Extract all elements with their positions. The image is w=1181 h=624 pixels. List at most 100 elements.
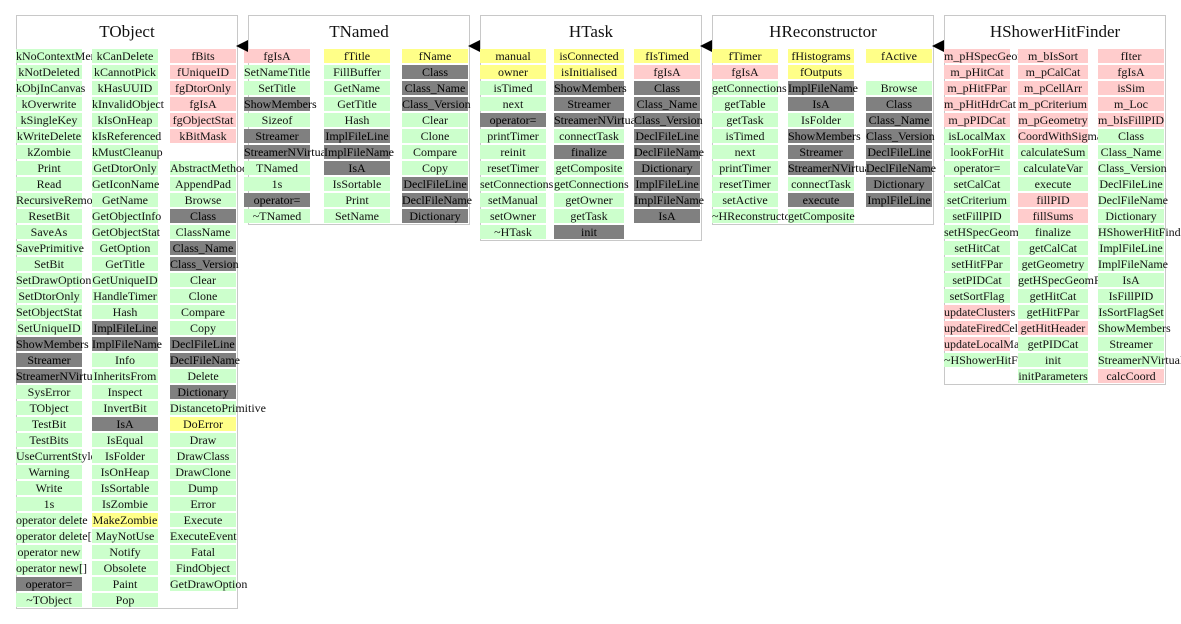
member-cell: fOutputs xyxy=(788,65,854,79)
member-cell: Dictionary xyxy=(402,209,468,223)
member-cell: ~HReconstructor xyxy=(712,209,795,223)
member-cell: IsA xyxy=(324,161,390,175)
member-column: manual owner isTimed next operator= printTime… xyxy=(480,49,553,241)
member-cell: Hash xyxy=(92,305,158,319)
member-cell: Class xyxy=(402,65,468,79)
member-cell: ImplFileName xyxy=(788,81,858,95)
member-cell: setSortFlag xyxy=(944,289,1010,303)
member-cell: connectTask xyxy=(554,129,624,143)
member-cell: fgIsA xyxy=(712,65,778,79)
member-cell: operator= xyxy=(16,577,82,591)
member-cell: IsSortable xyxy=(92,481,158,495)
member-cell: Write xyxy=(16,481,82,495)
member-cell: fBits xyxy=(170,49,236,63)
member-column: m_bIsSort m_pCalCat m_pCellArr m_pCriterium… xyxy=(1018,49,1110,385)
member-column: fIsTimed fgIsA Class Class_Name Class_Versio… xyxy=(634,49,704,225)
member-cell: next xyxy=(480,97,546,111)
member-cell: setFillPID xyxy=(944,209,1010,223)
member-cell: kNoContextMenu xyxy=(16,49,103,63)
member-cell: Compare xyxy=(402,145,468,159)
member-cell: IsSortFlagSet xyxy=(1098,305,1164,319)
member-cell: initParameters xyxy=(1018,369,1088,383)
member-cell: GetName xyxy=(324,81,390,95)
member-cell: Class_Version xyxy=(170,257,239,271)
member-cell: m_pHitHdrCat xyxy=(944,97,1016,111)
member-cell: m_bIsFillPID xyxy=(1098,113,1165,127)
member-cell: Browse xyxy=(866,81,932,95)
member-cell: AppendPad xyxy=(170,177,236,191)
member-cell: ~HShowerHitFinder xyxy=(944,353,1043,367)
member-cell: finalize xyxy=(554,145,624,159)
member-cell: getOwner xyxy=(554,193,624,207)
member-cell: IsEqual xyxy=(92,433,158,447)
member-cell: ~TObject xyxy=(16,593,82,607)
member-cell: m_pCalCat xyxy=(1018,65,1088,79)
member-cell: ~TNamed xyxy=(244,209,310,223)
member-cell: Class xyxy=(1098,129,1164,143)
inheritance-arrow xyxy=(932,40,944,52)
member-cell: StreamerNVirtual xyxy=(788,161,874,175)
member-cell: fActive xyxy=(866,49,932,63)
member-cell: Dictionary xyxy=(634,161,700,175)
member-cell: Class_Version xyxy=(402,97,471,111)
member-cell: Streamer xyxy=(1098,337,1164,351)
member-cell: fTitle xyxy=(324,49,390,63)
member-cell: Class_Version xyxy=(866,129,935,143)
member-cell: ImplFileLine xyxy=(92,321,158,335)
member-cell: SysError xyxy=(16,385,82,399)
member-cell: Sizeof xyxy=(244,113,310,127)
member-cell: Dictionary xyxy=(1098,209,1164,223)
member-cell: updateClusters xyxy=(944,305,1016,319)
member-cell: getHitHeader xyxy=(1018,321,1088,335)
member-cell: Class_Version xyxy=(1098,161,1167,175)
member-cell: IsFolder xyxy=(788,113,854,127)
member-cell: TObject xyxy=(16,401,82,415)
member-cell: GetObjectStat xyxy=(92,225,160,239)
member-cell: HandleTimer xyxy=(92,289,158,303)
member-column: fTimer fgIsA getConnections getTable getTask… xyxy=(712,49,795,225)
member-cell: resetTimer xyxy=(480,161,546,175)
member-cell: ImplFileLine xyxy=(634,177,700,191)
member-cell: getGeometry xyxy=(1018,257,1088,271)
member-cell: Copy xyxy=(402,161,468,175)
member-cell: ImplFileLine xyxy=(866,193,932,207)
member-cell: Class_Name xyxy=(402,81,468,95)
member-cell: Compare xyxy=(170,305,236,319)
spacer xyxy=(170,145,236,159)
member-cell: Class_Name xyxy=(634,97,700,111)
member-cell: isLocalMax xyxy=(944,129,1010,143)
member-cell: fName xyxy=(402,49,468,63)
member-cell: connectTask xyxy=(788,177,854,191)
member-cell: fgIsA xyxy=(634,65,700,79)
member-cell: Fatal xyxy=(170,545,236,559)
member-cell: operator= xyxy=(244,193,310,207)
member-cell: SetName xyxy=(324,209,390,223)
member-cell: kZombie xyxy=(16,145,82,159)
member-cell: ShowMembers xyxy=(788,129,861,143)
inheritance-arrow xyxy=(468,40,480,52)
member-cell: updateLocalMax xyxy=(944,337,1026,351)
member-cell: ResetBit xyxy=(16,209,82,223)
member-cell: Execute xyxy=(170,513,236,527)
member-cell: getComposite xyxy=(788,209,855,223)
member-cell: fIsTimed xyxy=(634,49,700,63)
member-cell: ImplFileName xyxy=(634,193,704,207)
member-cell: IsA xyxy=(634,209,700,223)
member-cell: GetObjectInfo xyxy=(92,209,162,223)
member-cell: fgDtorOnly xyxy=(170,81,236,95)
member-cell: calculateVar xyxy=(1018,161,1088,175)
member-cell: DeclFileName xyxy=(634,145,704,159)
member-cell: MakeZombie xyxy=(92,513,158,527)
member-cell: getTask xyxy=(554,209,624,223)
member-cell: kObjInCanvas xyxy=(16,81,86,95)
member-cell: ImplFileLine xyxy=(1098,241,1164,255)
member-cell: kIsOnHeap xyxy=(92,113,158,127)
member-cell: Streamer xyxy=(16,353,82,367)
member-cell: Class_Name xyxy=(866,113,932,127)
member-cell: DeclFileName xyxy=(1098,193,1168,207)
member-cell: Hash xyxy=(324,113,390,127)
member-cell: SetUniqueID xyxy=(16,321,82,335)
member-cell: ~HTask xyxy=(480,225,546,239)
member-cell: owner xyxy=(480,65,546,79)
